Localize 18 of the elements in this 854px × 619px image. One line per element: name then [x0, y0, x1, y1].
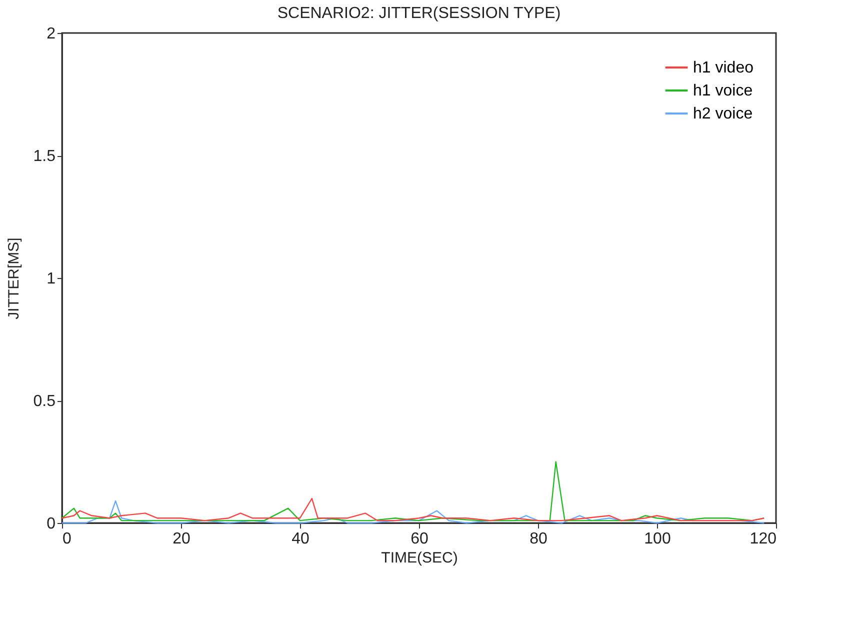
legend-label: h1 voice: [693, 82, 753, 100]
y-tick-label: 0: [46, 516, 56, 532]
x-tick-label: 80: [530, 530, 548, 548]
y-tick-label: 2: [46, 26, 56, 42]
x-tick-label: 20: [172, 530, 190, 548]
legend-label: h2 voice: [693, 106, 753, 122]
x-axis-title: TIME(SEC): [381, 550, 458, 566]
x-tick-label: 100: [644, 530, 671, 548]
y-axis-title: JITTER[MS]: [5, 238, 22, 320]
legend-label: h1 video: [693, 60, 754, 76]
y-tick-label: 1.5: [33, 148, 56, 165]
y-tick-label: 0.5: [33, 393, 56, 410]
x-tick-label: 0: [62, 530, 72, 548]
x-tick-label: 60: [410, 530, 428, 548]
x-tick-label: 40: [292, 530, 310, 548]
chart-title: SCENARIO2: JITTER(SESSION TYPE): [277, 5, 561, 22]
x-tick-label: 120: [750, 530, 777, 548]
y-tick-label: 1: [46, 270, 56, 288]
